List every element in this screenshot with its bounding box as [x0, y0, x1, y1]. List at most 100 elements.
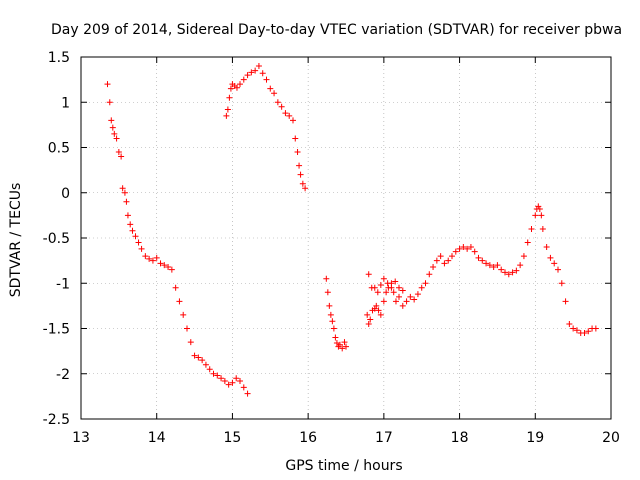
data-point-arc2 — [227, 85, 234, 92]
data-point-arc4 — [430, 263, 437, 270]
data-point-arc4 — [547, 254, 554, 261]
y-tick-label: 0 — [61, 186, 70, 202]
y-tick-label: -0.5 — [43, 231, 70, 247]
data-point-arc2 — [248, 69, 255, 76]
data-point-arc2 — [224, 106, 231, 113]
y-tick-label: -1.5 — [43, 322, 70, 338]
y-tick-label: 0.5 — [48, 141, 70, 157]
data-point-arc4 — [562, 298, 569, 305]
data-point-arc4 — [566, 320, 573, 327]
data-point-arc4 — [375, 307, 382, 314]
data-point-arc4 — [479, 257, 486, 264]
data-point-arc1 — [118, 153, 125, 160]
data-point-arc4 — [528, 225, 535, 232]
data-point-arc2 — [244, 72, 251, 79]
data-point-arc1 — [135, 239, 142, 246]
data-point-arc4 — [373, 302, 380, 309]
grid-lines — [80, 56, 612, 420]
data-point-arc1 — [149, 257, 156, 264]
data-point-arc4 — [524, 239, 531, 246]
data-point-arc5 — [392, 278, 399, 285]
data-point-arc4 — [396, 293, 402, 300]
data-point-arc3 — [330, 325, 337, 332]
data-point-arc1 — [153, 254, 160, 261]
data-point-arc4 — [490, 263, 497, 270]
data-point-arc3 — [323, 275, 330, 282]
data-point-arc3 — [326, 302, 333, 309]
y-tick-label: -2.5 — [43, 412, 70, 428]
data-point-arc1 — [168, 266, 175, 273]
data-point-arc4 — [573, 327, 580, 334]
data-point-arc4 — [494, 262, 501, 269]
x-tick-label: 20 — [602, 430, 620, 446]
data-point-arc4 — [551, 260, 558, 267]
data-point-arc1 — [109, 124, 116, 131]
data-point-arc5 — [384, 280, 391, 287]
data-point-arc1 — [176, 298, 183, 305]
data-point-arc1 — [119, 185, 126, 192]
y-tick-label: -2 — [56, 367, 70, 383]
data-point-arc4 — [585, 328, 592, 335]
data-point-arc4 — [471, 248, 478, 255]
data-point-arc5 — [399, 287, 406, 294]
data-point-arc4 — [411, 296, 418, 303]
data-point-arc4 — [581, 330, 588, 337]
data-point-arc2 — [252, 67, 259, 74]
data-point-arc1 — [115, 149, 122, 156]
data-point-arc4 — [426, 271, 433, 278]
data-point-arc4 — [414, 291, 421, 298]
data-point-arc4 — [460, 244, 467, 251]
data-point-arc4 — [513, 267, 520, 274]
data-point-arc4 — [536, 206, 543, 213]
data-point-arc2 — [290, 117, 296, 124]
data-point-arc4 — [399, 302, 406, 309]
y-tick-labels: -2.5 -2 -1.5 -1 -0.5 0 0.5 1 1.5 — [43, 50, 70, 428]
data-point-arc1 — [195, 354, 202, 361]
data-point-arc3 — [343, 343, 349, 350]
data-point-arc2 — [240, 76, 247, 83]
data-point-arc4 — [452, 248, 459, 255]
data-point-arc1 — [124, 212, 131, 219]
data-point-arc4 — [543, 244, 550, 251]
data-point-arc1 — [184, 325, 190, 332]
data-point-arc4 — [380, 298, 387, 305]
y-tick-label: 1.5 — [48, 50, 70, 66]
data-point-arc4 — [390, 289, 397, 296]
data-point-arc1 — [165, 263, 172, 270]
data-point-arc4 — [538, 212, 545, 219]
data-point-arc4 — [498, 266, 505, 273]
data-point-arc2 — [233, 84, 240, 91]
data-point-arc1 — [172, 284, 179, 291]
data-point-arc4 — [475, 254, 482, 261]
data-point-arc1 — [108, 117, 115, 124]
data-points — [104, 63, 599, 397]
data-point-arc4 — [558, 280, 565, 287]
data-point-arc5 — [388, 284, 395, 291]
data-point-arc2 — [237, 81, 243, 88]
data-point-arc2 — [297, 171, 304, 178]
data-point-arc3 — [333, 339, 340, 346]
data-point-arc1 — [111, 130, 118, 137]
data-point-arc1 — [132, 233, 139, 240]
data-point-arc2 — [259, 70, 266, 77]
data-point-arc3 — [339, 345, 346, 352]
data-point-arc3 — [336, 341, 343, 348]
data-point-arc1 — [218, 375, 225, 382]
data-point-arc2 — [278, 103, 285, 110]
data-point-arc4 — [517, 262, 524, 269]
y-tick-label: 1 — [61, 95, 70, 111]
data-point-arc4 — [365, 320, 372, 327]
data-point-arc4 — [407, 293, 414, 300]
data-point-arc1 — [106, 99, 113, 106]
x-tick-label: 15 — [224, 430, 242, 446]
data-point-arc1 — [121, 189, 128, 196]
data-point-arc1 — [129, 227, 136, 234]
data-point-arc1 — [146, 255, 153, 262]
data-point-arc1 — [187, 339, 194, 346]
data-point-arc1 — [142, 253, 149, 260]
data-point-arc4 — [392, 298, 399, 305]
data-point-arc2 — [274, 99, 281, 106]
data-point-arc4 — [570, 325, 577, 332]
data-point-arc1 — [191, 352, 198, 359]
